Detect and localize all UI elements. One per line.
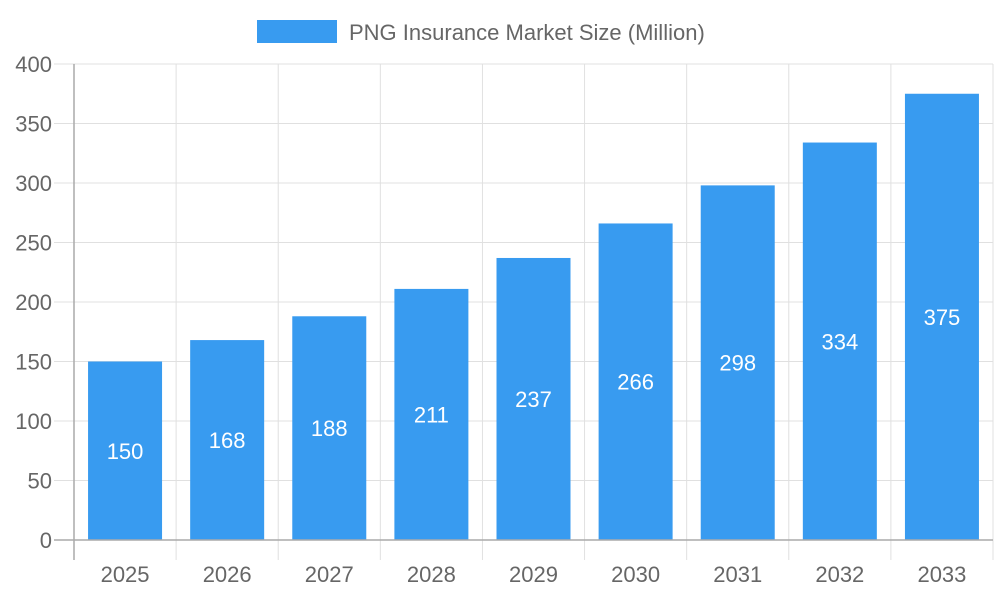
bar [88, 361, 163, 540]
bar [904, 93, 979, 540]
y-tick-label: 50 [28, 469, 52, 494]
x-tick-label: 2031 [713, 562, 762, 587]
axes: 0 50 100 150 200 250 300 350 400 2025 2026 2027 2028… [15, 52, 993, 587]
bar [598, 223, 673, 540]
y-tick-label: 150 [15, 350, 52, 375]
y-tick-label: 300 [15, 171, 52, 196]
x-tick-label: 2027 [305, 562, 354, 587]
legend[interactable]: PNG Insurance Market Size (Million) [257, 20, 705, 45]
data-label: 211 [414, 402, 449, 427]
data-label: 237 [515, 387, 552, 412]
legend-swatch [257, 20, 337, 43]
x-tick-label: 2029 [509, 562, 558, 587]
y-tick-label: 400 [15, 52, 52, 77]
data-label: 266 [617, 370, 654, 395]
x-tick-label: 2028 [407, 562, 456, 587]
bar [394, 288, 469, 540]
data-label: 188 [311, 416, 348, 441]
bar [496, 257, 571, 540]
data-label: 375 [924, 305, 961, 330]
x-tick-label: 2030 [611, 562, 660, 587]
bar [292, 316, 367, 540]
data-label: 298 [719, 351, 756, 376]
y-tick-label: 0 [40, 528, 52, 553]
data-label: 150 [107, 439, 144, 464]
x-tick-label: 2025 [101, 562, 150, 587]
data-label: 168 [209, 428, 246, 453]
x-tick-label: 2026 [203, 562, 252, 587]
bar [700, 185, 775, 540]
y-tick-label: 250 [15, 231, 52, 256]
x-tick-label: 2032 [815, 562, 864, 587]
y-tick-label: 350 [15, 112, 52, 137]
y-tick-label: 100 [15, 409, 52, 434]
bars: 150 168 188 211 237 266 298 334 375 [88, 93, 979, 541]
y-tick-label: 200 [15, 290, 52, 315]
legend-label: PNG Insurance Market Size (Million) [349, 20, 705, 45]
x-tick-label: 2033 [917, 562, 966, 587]
bar [802, 142, 877, 541]
data-label: 334 [821, 329, 858, 354]
bar [190, 340, 265, 540]
